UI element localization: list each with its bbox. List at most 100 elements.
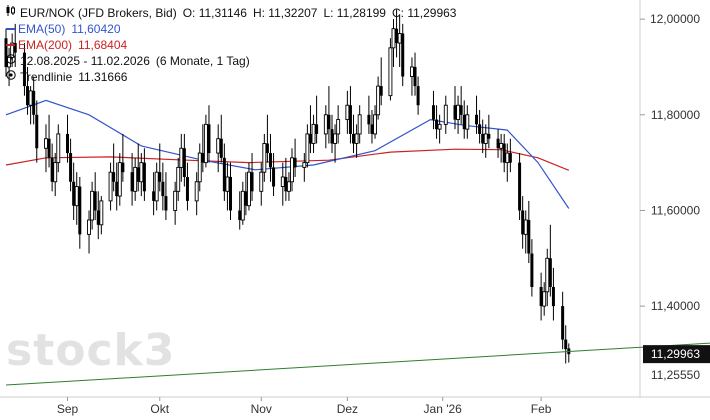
candle [96, 191, 100, 240]
candle [391, 19, 396, 67]
candle [238, 191, 242, 230]
candle [50, 143, 54, 192]
candle [280, 162, 285, 206]
candle [158, 143, 162, 192]
candle-body-up [483, 133, 488, 144]
candle-body-down [222, 157, 226, 192]
candle-body-up [10, 42, 15, 58]
candle-body-up [437, 123, 442, 130]
y-tick-label: 12,00000 [650, 12, 700, 26]
candle-body-down [112, 172, 116, 182]
candle [478, 110, 482, 144]
candle-body-up [409, 66, 414, 77]
candle [56, 124, 61, 173]
candle [182, 133, 186, 187]
candle [388, 38, 393, 101]
candle [357, 105, 362, 144]
candle-body-up [139, 162, 144, 183]
candle [523, 210, 528, 254]
target-icon [6, 69, 16, 85]
candle-body-down [182, 148, 186, 177]
candle-body-down [238, 210, 242, 221]
candle-body-down [142, 162, 146, 192]
candle-body-up [74, 186, 79, 207]
candle-body-up [99, 200, 104, 226]
candle-body-up [357, 114, 362, 135]
candle-body-down [496, 138, 500, 149]
candle [376, 76, 381, 120]
candle-body-up [108, 171, 113, 202]
candle [152, 172, 156, 216]
candle-body-up [203, 123, 208, 164]
candle-body-down [487, 133, 491, 139]
legend-ohlc-row: EUR/NOK (JFD Brokers, Bid) O: 11,31146 H… [6, 5, 456, 21]
candle-body-up [225, 176, 230, 192]
candle-body-up [323, 114, 328, 135]
candle [564, 325, 568, 364]
price-labels: 11,29963 11,25550 [643, 345, 710, 382]
candle [502, 133, 506, 173]
candle-body-down [272, 167, 276, 187]
candle [379, 57, 383, 106]
candle [201, 124, 205, 173]
candle-body-down [121, 162, 125, 173]
ema50-value: 11,60420 [71, 22, 121, 36]
candle-body-up [545, 257, 550, 293]
candle [481, 119, 485, 154]
candle [345, 90, 350, 134]
candle-body-up [311, 123, 316, 144]
candle [154, 162, 159, 211]
candle [302, 153, 307, 182]
candle [367, 95, 371, 134]
candle [323, 105, 328, 149]
candle-body-down [96, 210, 100, 225]
candle [286, 172, 291, 201]
candle-body-down [201, 153, 205, 163]
candle [290, 148, 294, 192]
candle-body-up [373, 114, 377, 135]
candle-body-down [527, 220, 531, 254]
candle [259, 162, 264, 206]
candle [262, 133, 267, 182]
date-range: 12.08.2025 - 11.02.2026 [20, 54, 150, 68]
candle [207, 105, 211, 163]
candle [370, 110, 374, 144]
candle-body-up [499, 143, 504, 149]
ema50-path [5, 99, 570, 209]
candle-body-up [302, 162, 307, 168]
candle-body-up [176, 166, 181, 192]
x-tick-label: Nov [251, 402, 272, 416]
candle-body-down [475, 114, 479, 125]
candle [401, 23, 405, 87]
candle [453, 86, 457, 130]
candle [333, 124, 338, 163]
candle-body-down [164, 196, 168, 211]
candle [443, 95, 448, 134]
candle-body-up [345, 104, 350, 121]
candle [413, 52, 417, 96]
y-tick-label: 11,40000 [651, 299, 700, 313]
candle [496, 129, 500, 158]
candle-body-up [443, 104, 448, 125]
candle [173, 181, 178, 225]
candle [44, 124, 48, 173]
candle [395, 9, 399, 58]
candle [216, 124, 221, 173]
candle-body-up [133, 166, 138, 192]
candle-body-up [280, 176, 285, 187]
candle [336, 105, 341, 144]
candle [185, 162, 189, 211]
candle [240, 181, 245, 225]
candle [373, 105, 377, 139]
candle [32, 76, 36, 125]
candle [139, 153, 144, 197]
candle-body-up [28, 90, 33, 106]
candle [90, 181, 95, 230]
candle-body-down [26, 86, 30, 106]
chart-grid [0, 0, 710, 398]
candle [284, 157, 288, 201]
candle [315, 95, 319, 144]
candle [194, 172, 199, 216]
x-tick-label: Dez [337, 402, 358, 416]
candle [93, 172, 97, 221]
